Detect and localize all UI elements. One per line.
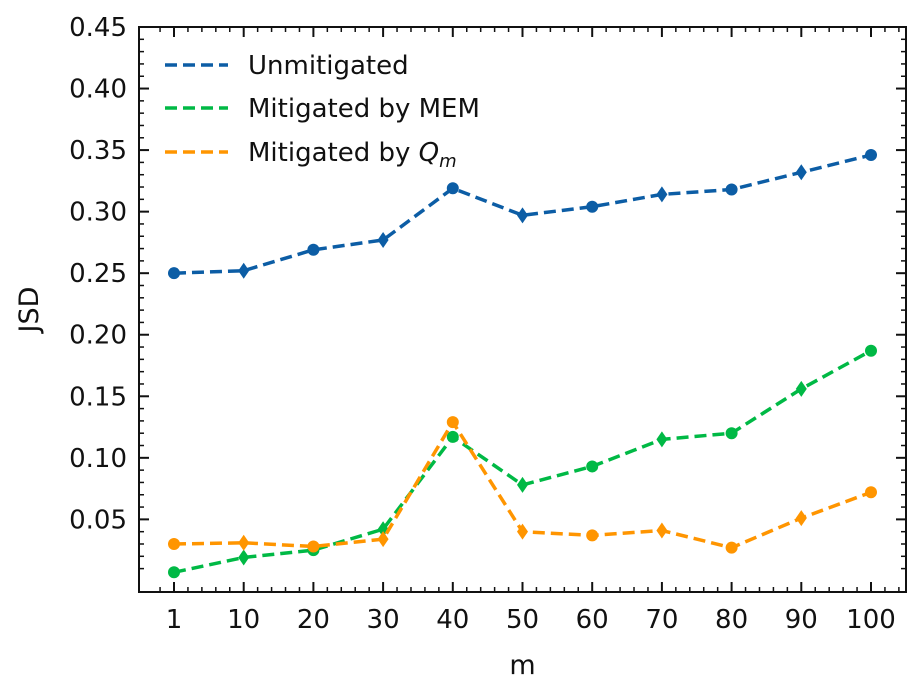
data-point-circle	[168, 537, 180, 550]
legend-label-mitigated-by-qm: Mitigated by Qm	[248, 138, 457, 172]
data-point-circle	[586, 200, 599, 213]
x-tick-label: 40	[436, 605, 469, 635]
data-point-circle	[307, 243, 320, 256]
data-point-circle	[865, 486, 877, 499]
data-point-circle	[725, 427, 738, 440]
legend-label-mitigated-by-mem: Mitigated by MEM	[248, 94, 480, 124]
data-point-diamond	[238, 549, 250, 566]
plot-frame	[138, 26, 907, 593]
series-layer	[168, 149, 877, 579]
data-point-diamond	[517, 523, 528, 540]
series-mitigated-by-mem	[168, 344, 877, 579]
data-point-diamond	[517, 476, 528, 493]
data-point-diamond	[795, 164, 807, 181]
x-tick-label: 20	[297, 605, 330, 635]
x-tick-label: 1	[166, 605, 183, 635]
data-point-circle	[865, 149, 877, 162]
data-point-circle	[586, 529, 599, 542]
data-point-circle	[725, 541, 738, 554]
x-tick-label: 70	[645, 605, 678, 635]
data-point-circle	[446, 416, 459, 429]
data-point-diamond	[377, 531, 389, 548]
x-tick-label: 10	[227, 605, 260, 635]
y-tick-label: 0.25	[69, 259, 127, 289]
y-tick-label: 0.15	[69, 382, 127, 412]
data-point-diamond	[517, 207, 528, 224]
y-tick-label: 0.40	[69, 75, 127, 105]
data-point-circle	[446, 182, 459, 195]
x-tick-label: 80	[715, 605, 748, 635]
data-point-diamond	[238, 534, 250, 551]
data-point-diamond	[377, 231, 389, 248]
data-point-circle	[865, 344, 877, 357]
data-point-circle	[446, 430, 459, 443]
data-point-circle	[307, 540, 320, 553]
x-tick-label: 50	[506, 605, 539, 635]
legend-label-unmitigated: Unmitigated	[248, 51, 409, 81]
x-tick-label: 100	[846, 605, 896, 635]
series-mitigated-by-qm	[168, 416, 877, 554]
y-tick-label: 0.20	[69, 321, 127, 351]
y-tick-label: 0.30	[69, 198, 127, 228]
legend-label-math: Q	[419, 138, 439, 168]
legend-label-subscript: m	[439, 151, 457, 172]
y-tick-label: 0.05	[69, 505, 127, 535]
data-point-circle	[725, 183, 738, 196]
data-point-diamond	[238, 262, 250, 279]
x-tick-label: 60	[576, 605, 609, 635]
data-point-diamond	[656, 522, 668, 539]
data-point-diamond	[656, 431, 668, 448]
x-tick-label: 90	[785, 605, 818, 635]
y-tick-label: 0.45	[69, 13, 127, 43]
data-point-circle	[586, 460, 599, 473]
data-point-circle	[168, 566, 180, 579]
legend: Unmitigated Mitigated by MEM Mitigated b…	[165, 51, 480, 172]
series-unmitigated	[168, 149, 877, 280]
legend-label-main: Mitigated by	[248, 138, 419, 168]
data-point-diamond	[656, 186, 668, 203]
x-tick-label: 30	[367, 605, 400, 635]
data-point-diamond	[795, 510, 807, 527]
series-line	[173, 153, 872, 275]
data-point-circle	[168, 267, 180, 280]
y-axis-label: JSD	[14, 287, 45, 335]
y-tick-label: 0.35	[69, 136, 127, 166]
y-tick-label: 0.10	[69, 444, 127, 474]
data-point-diamond	[795, 380, 807, 397]
x-axis-label: m	[509, 650, 535, 681]
